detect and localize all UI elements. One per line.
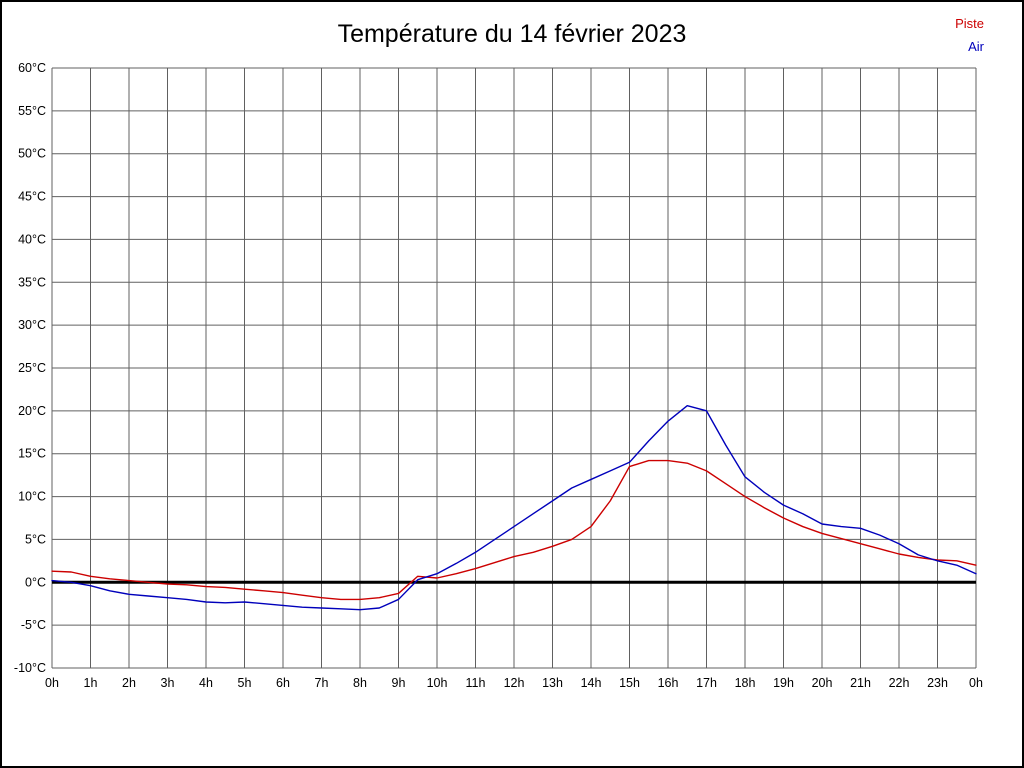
y-tick-label: 20°C <box>18 404 46 418</box>
y-tick-label: 25°C <box>18 361 46 375</box>
y-tick-label: 40°C <box>18 232 46 246</box>
x-tick-label: 7h <box>315 676 329 690</box>
x-tick-label: 8h <box>353 676 367 690</box>
legend-item-air: Air <box>968 39 984 54</box>
y-tick-label: 30°C <box>18 318 46 332</box>
y-tick-label: 15°C <box>18 447 46 461</box>
x-tick-label: 10h <box>427 676 448 690</box>
series-line-air <box>51 405 977 611</box>
y-tick-label: 0°C <box>25 575 46 589</box>
x-tick-label: 12h <box>504 676 525 690</box>
x-tick-label: 15h <box>619 676 640 690</box>
x-tick-label: 3h <box>161 676 175 690</box>
x-tick-label: 16h <box>658 676 679 690</box>
x-tick-label: 17h <box>696 676 717 690</box>
y-tick-label: -5°C <box>21 618 46 632</box>
y-tick-label: 5°C <box>25 532 46 546</box>
x-tick-label: 4h <box>199 676 213 690</box>
x-tick-label: 1h <box>84 676 98 690</box>
x-tick-label: 21h <box>850 676 871 690</box>
x-tick-label: 11h <box>466 676 486 690</box>
y-tick-label: 55°C <box>18 104 46 118</box>
y-tick-label: 45°C <box>18 190 46 204</box>
x-tick-label: 2h <box>122 676 136 690</box>
x-tick-label: 0h <box>45 676 59 690</box>
y-tick-label: 60°C <box>18 61 46 75</box>
x-tick-label: 6h <box>276 676 290 690</box>
y-tick-label: 35°C <box>18 275 46 289</box>
legend-item-piste: Piste <box>955 16 984 31</box>
x-tick-label: 23h <box>927 676 948 690</box>
x-tick-label: 22h <box>889 676 910 690</box>
x-tick-label: 20h <box>812 676 833 690</box>
y-tick-label: -10°C <box>14 661 46 675</box>
x-tick-label: 14h <box>581 676 602 690</box>
y-tick-label: 10°C <box>18 490 46 504</box>
x-tick-label: 5h <box>238 676 252 690</box>
chart-title: Température du 14 février 2023 <box>337 20 687 48</box>
y-tick-label: 50°C <box>18 147 46 161</box>
chart-legend: Piste Air <box>955 12 984 58</box>
x-tick-label: 9h <box>392 676 406 690</box>
series-line-piste <box>51 459 977 601</box>
x-tick-label: 0h <box>969 676 983 690</box>
x-tick-label: 19h <box>773 676 794 690</box>
x-tick-label: 18h <box>735 676 756 690</box>
x-tick-label: 13h <box>542 676 563 690</box>
